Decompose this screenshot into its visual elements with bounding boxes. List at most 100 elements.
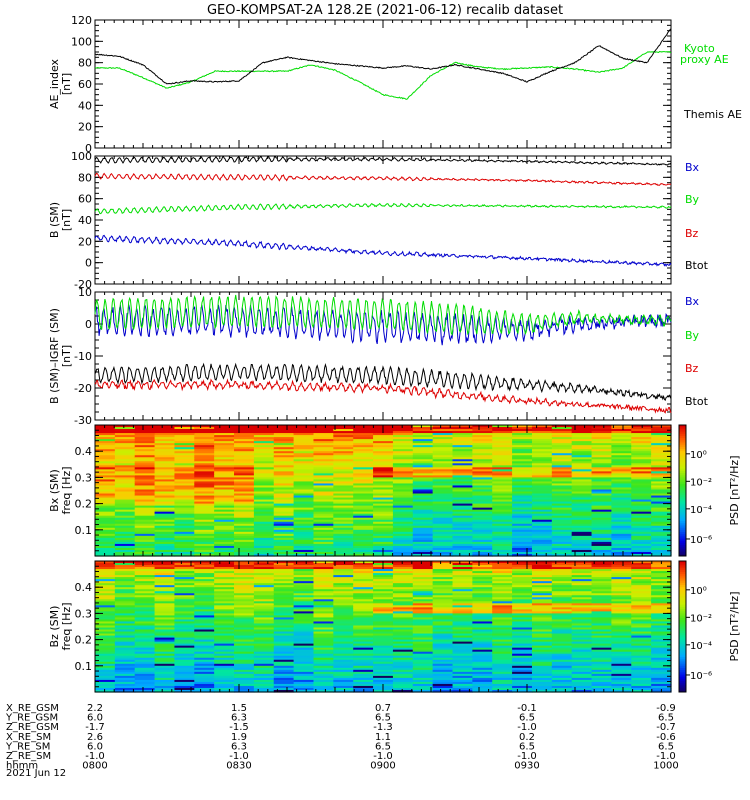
orbit-value: 0930 [514, 761, 539, 772]
y-tick-label: 0.2 [75, 498, 93, 511]
legend-entry: By [685, 193, 700, 206]
series-line-btot [94, 155, 672, 166]
orbit-value: 1.1 [375, 732, 391, 743]
panel-b_minus_igrf: -30 -20 -10 0 10 B (SM)–IGRF (SM) [nT] Bx By Bz Bt… [48, 286, 709, 427]
orbit-value: 0830 [226, 761, 251, 772]
orbit-value: -0.1 [517, 703, 537, 714]
y-tick-label: 0 [85, 142, 92, 155]
panel-frame [94, 155, 672, 285]
y-axis-label: freq [Hz] [60, 466, 73, 514]
series-line-bx [94, 234, 672, 267]
y-tick-label: 40 [78, 214, 92, 227]
orbit-value: 1.5 [231, 703, 247, 714]
legend-entry: Bz [685, 362, 699, 375]
y-tick-label: 20 [78, 121, 92, 134]
y-tick-label: 80 [78, 57, 92, 70]
y-axis-label: AE_index [48, 58, 61, 109]
orbit-value: 0900 [370, 761, 395, 772]
orbit-row-label: Z_RE_GSM [6, 722, 59, 733]
y-axis-label: Bz (SM) [48, 606, 61, 648]
spectrogram-cells [95, 561, 672, 693]
y-tick-label: 20 [78, 235, 92, 248]
y-axis-label: B (SM) [48, 202, 61, 238]
legend-entry: Kyoto [684, 42, 715, 55]
orbit-value: -0.9 [656, 703, 676, 714]
y-tick-label: 40 [78, 99, 92, 112]
orbit-value: 1000 [653, 761, 678, 772]
series-line-themis-ae [95, 28, 672, 85]
legend-entry: proxy AE [680, 53, 729, 66]
colorbar-tick-label: 10⁻⁴ [690, 505, 712, 516]
y-axis-label: Bx (SM) [48, 469, 61, 512]
orbit-value: -1.5 [229, 722, 249, 733]
y-tick-label: 100 [71, 150, 92, 163]
y-axis-label: freq [Hz] [60, 602, 73, 650]
orbit-value: -1.0 [85, 751, 105, 762]
panel-bz_spec: 0.10.20.30.4Bz (SM) freq [Hz]10⁰10⁻²10⁻⁴1… [48, 560, 741, 693]
colorbar-tick-label: 10⁻² [690, 613, 712, 624]
orbit-value: 2.6 [87, 732, 103, 743]
orbit-row-label: Y_RE_GSM [5, 713, 58, 724]
panel-bx_spec: 0.10.20.30.4Bx (SM) freq [Hz]10⁰10⁻²10⁻⁴1… [48, 424, 741, 557]
y-tick-label: 60 [78, 78, 92, 91]
orbit-value: 6.5 [375, 741, 391, 752]
colorbar-tick-label: 10⁻⁶ [690, 535, 712, 546]
colorbar-label: PSD [nT²/Hz] [728, 591, 741, 661]
colorbar-label: PSD [nT²/Hz] [728, 455, 741, 525]
legend-entry: Bz [685, 227, 699, 240]
y-tick-label: 0.3 [75, 607, 93, 620]
series-line-bx [94, 304, 672, 346]
orbit-value: -1.0 [229, 751, 249, 762]
series-line-bz [94, 172, 672, 186]
orbit-value: 6.0 [87, 713, 103, 724]
panel-frame [94, 291, 672, 421]
series-line-by [94, 294, 672, 336]
y-axis-label: [nT] [60, 209, 73, 231]
y-tick-label: 0.2 [75, 634, 93, 647]
panel-b_sm: -20 0 20 40 60 80 100 B (SM) [nT] Bx By Bz Btot [48, 150, 709, 291]
orbit-table: X_RE_GSM 2.2 1.5 0.7 -0.1 -0.9 Y_RE_GSM 6.0 6.3 6… [5, 703, 679, 779]
y-tick-label: 0.1 [75, 524, 93, 537]
orbit-value: -1.0 [373, 751, 393, 762]
legend-entry: Bx [685, 295, 700, 308]
series-line-by [94, 202, 672, 215]
y-tick-label: -10 [74, 350, 92, 363]
y-tick-label: 0 [85, 257, 92, 270]
orbit-row-label: Z_RE_SM [6, 751, 51, 762]
legend-entry: By [685, 329, 700, 342]
orbit-value: 1.9 [231, 732, 247, 743]
y-tick-label: 0.1 [75, 660, 93, 673]
orbit-value: 6.5 [375, 713, 391, 724]
orbit-row-label: Y_RE_SM [5, 741, 50, 752]
orbit-value: -1.0 [517, 751, 537, 762]
orbit-value: 6.5 [519, 741, 535, 752]
colorbar-tick-label: 10⁻² [690, 477, 712, 488]
y-axis-label: B (SM)–IGRF (SM) [48, 308, 61, 404]
series-line-bz [94, 378, 672, 414]
spectrogram-cells [95, 425, 672, 557]
y-tick-label: -20 [74, 382, 92, 395]
orbit-row-label: X_RE_GSM [6, 703, 59, 714]
legend-entry: Themis AE [683, 108, 742, 121]
orbit-value: -0.7 [656, 722, 676, 733]
orbit-row-label: hhmm [6, 761, 38, 772]
orbit-value: -1.3 [373, 722, 393, 733]
colorbar-tick-label: 10⁻⁶ [690, 671, 712, 682]
date-label: 2021 Jun 12 [6, 768, 66, 779]
y-axis-label: [nT] [60, 345, 73, 367]
y-tick-label: -30 [74, 414, 92, 427]
orbit-value: 6.5 [658, 713, 674, 724]
orbit-value: 2.2 [87, 703, 103, 714]
series-line-btot [94, 362, 672, 402]
y-axis-label: [nT] [60, 73, 73, 95]
y-tick-label: 100 [71, 35, 92, 48]
orbit-value: 6.3 [231, 713, 247, 724]
legend-entry: Bx [685, 161, 700, 174]
orbit-value: 6.5 [519, 713, 535, 724]
y-tick-label: 0.3 [75, 471, 93, 484]
y-tick-label: 10 [78, 286, 92, 299]
y-tick-label: -20 [74, 278, 92, 291]
orbit-value: 0.7 [375, 703, 391, 714]
